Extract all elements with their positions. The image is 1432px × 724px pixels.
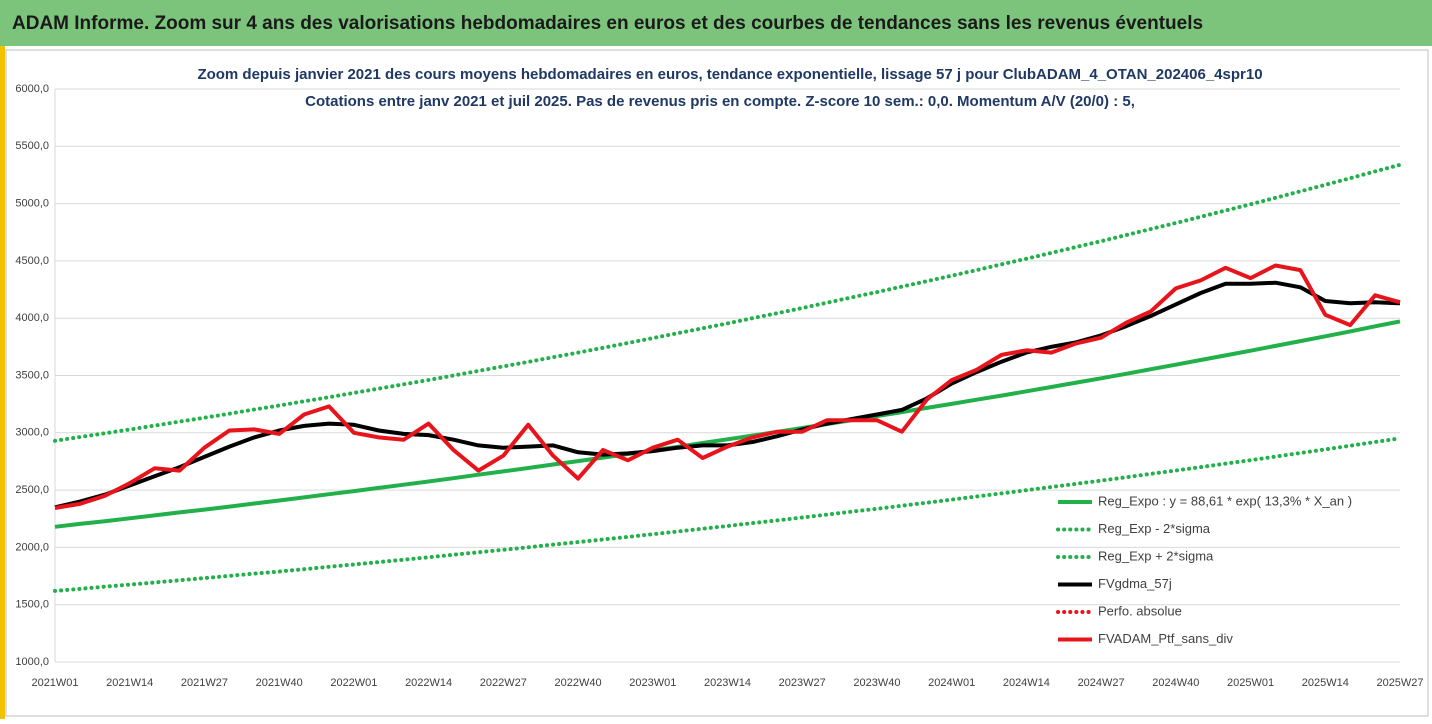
y-tick-label: 4500,0 — [15, 255, 49, 267]
x-tick-label: 2021W27 — [181, 677, 228, 689]
x-tick-label: 2024W01 — [928, 677, 975, 689]
chart-subtitle: Cotations entre janv 2021 et juil 2025. … — [305, 93, 1135, 110]
legend-label: Reg_Exp + 2*sigma — [1098, 548, 1214, 563]
x-tick-label: 2021W40 — [256, 677, 303, 689]
x-tick-label: 2022W40 — [555, 677, 602, 689]
x-tick-label: 2023W40 — [853, 677, 900, 689]
series-line — [53, 162, 1402, 443]
x-tick-label: 2024W14 — [1003, 677, 1050, 689]
x-tick-label: 2025W27 — [1376, 677, 1423, 689]
legend-label: Reg_Expo : y = 88,61 * exp( 13,3% * X_an… — [1098, 493, 1352, 508]
y-tick-label: 3500,0 — [15, 369, 49, 381]
y-tick-label: 6000,0 — [15, 83, 49, 95]
y-tick-label: 4000,0 — [15, 312, 49, 324]
series-line — [54, 319, 1401, 529]
x-tick-label: 2021W14 — [106, 677, 153, 689]
y-tick-label: 2000,0 — [15, 541, 49, 553]
x-tick-label: 2024W40 — [1152, 677, 1199, 689]
x-tick-label: 2022W01 — [330, 677, 377, 689]
header-title: ADAM Informe. Zoom sur 4 ans des valoris… — [12, 13, 1203, 34]
legend-label: FVgdma_57j — [1098, 576, 1172, 591]
series-line — [54, 263, 1401, 510]
legend-label: Reg_Exp - 2*sigma — [1098, 521, 1211, 536]
x-tick-label: 2022W27 — [480, 677, 527, 689]
y-tick-label: 3000,0 — [15, 427, 49, 439]
x-tick-label: 2021W01 — [31, 677, 78, 689]
legend-label: Perfo. absolue — [1098, 603, 1182, 618]
y-tick-label: 2500,0 — [15, 484, 49, 496]
header-bar — [0, 0, 1432, 46]
y-tick-label: 5000,0 — [15, 198, 49, 210]
x-tick-label: 2023W27 — [779, 677, 826, 689]
series-line — [53, 436, 1402, 593]
chart-frame — [5, 49, 1429, 717]
y-tick-label: 1000,0 — [15, 656, 49, 668]
y-tick-label: 5500,0 — [15, 140, 49, 152]
chart-title: Zoom depuis janvier 2021 des cours moyen… — [197, 66, 1262, 83]
legend-label: FVADAM_Ptf_sans_div — [1098, 631, 1233, 646]
left-accent — [0, 46, 5, 719]
y-tick-label: 1500,0 — [15, 599, 49, 611]
x-tick-label: 2025W01 — [1227, 677, 1274, 689]
x-tick-label: 2023W01 — [629, 677, 676, 689]
x-tick-label: 2023W14 — [704, 677, 751, 689]
x-tick-label: 2024W27 — [1078, 677, 1125, 689]
x-tick-label: 2025W14 — [1302, 677, 1349, 689]
x-tick-label: 2022W14 — [405, 677, 452, 689]
